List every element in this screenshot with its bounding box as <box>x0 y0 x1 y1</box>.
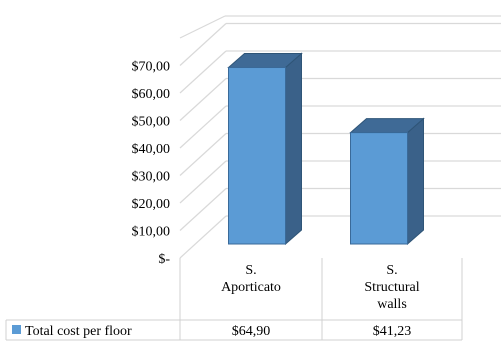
gridline-diagonal <box>179 188 227 231</box>
gridline-diagonal <box>179 50 227 94</box>
y-tick-label: $40,00 <box>132 142 171 157</box>
y-tick-label: $30,00 <box>132 170 171 185</box>
y-tick-label: $60,00 <box>132 87 171 102</box>
y-tick-label: $10,00 <box>132 225 171 240</box>
gridline-diagonal <box>179 78 227 121</box>
x-tick-label: S. <box>245 263 256 278</box>
y-tick-label: $70,00 <box>132 60 171 75</box>
gridline-diagonal <box>179 15 226 39</box>
y-tick-label: $20,00 <box>132 197 171 212</box>
legend-swatch <box>12 325 21 334</box>
gridline-diagonal <box>179 23 227 66</box>
data-label: $41,23 <box>373 324 412 339</box>
bar <box>228 67 286 245</box>
y-tick-label: $- <box>158 252 170 267</box>
legend-label: Total cost per floor <box>25 324 132 339</box>
x-tick-label: walls <box>377 297 407 312</box>
x-tick-label: Aporticato <box>221 280 281 295</box>
gridline-diagonal <box>179 160 227 204</box>
x-tick-label: Structural <box>364 280 419 295</box>
x-tick-label: S. <box>386 263 397 278</box>
bar-side <box>285 52 302 246</box>
bar <box>350 132 408 245</box>
y-tick-label: $50,00 <box>132 115 171 130</box>
gridline-diagonal <box>179 215 227 259</box>
gridline-diagonal <box>179 133 227 176</box>
gridline-diagonal <box>179 105 227 149</box>
bar-side <box>407 117 424 246</box>
data-label: $64,90 <box>232 324 271 339</box>
